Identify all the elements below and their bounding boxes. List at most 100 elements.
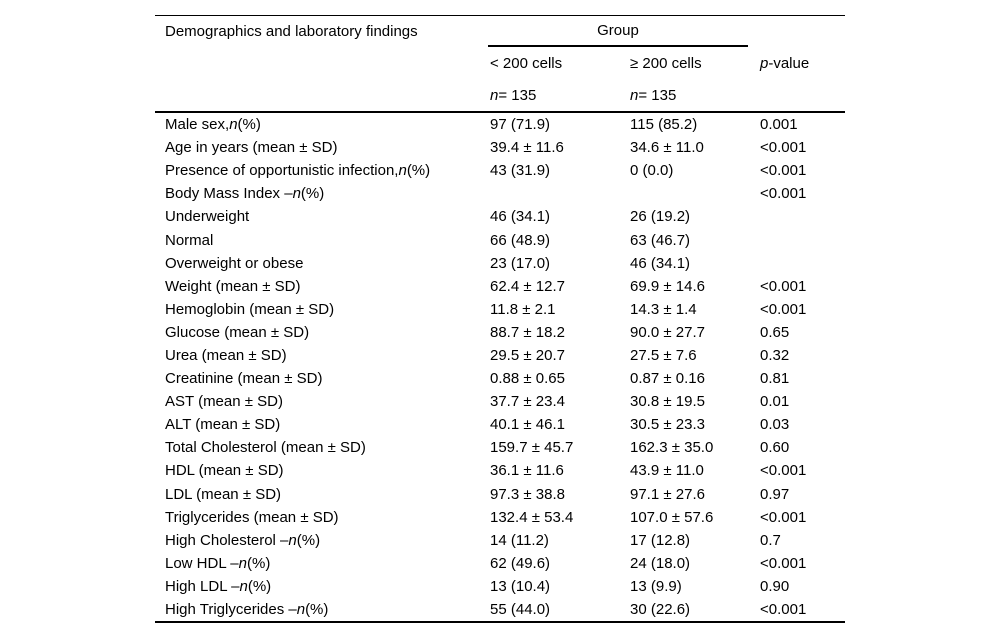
group1-value: 159.7 ± 45.7	[490, 439, 574, 457]
group1-value: 40.1 ± 46.1	[490, 416, 565, 434]
table-row: High Cholesterol – n (%) 14 (11.2) 17 (1…	[155, 529, 845, 552]
header-spacer	[760, 16, 845, 47]
group1-value: 23 (17.0)	[490, 254, 551, 272]
group2-value: 30 (22.6)	[630, 601, 691, 619]
group2-value: 17 (12.8)	[630, 531, 691, 549]
group1-value	[490, 182, 630, 205]
header-row-group: Demographics and laboratory findings Gro…	[155, 16, 845, 47]
table-row: ALT (mean ± SD) 40.1 ± 46.1 30.5 ± 23.3 …	[155, 413, 845, 436]
table-row: High Triglycerides – n (%) 55 (44.0) 30 …	[155, 598, 845, 621]
row-label: Triglycerides (mean ± SD)	[165, 508, 339, 526]
group2-value: 107.0 ± 57.6	[630, 508, 714, 526]
row-label: LDL (mean ± SD)	[165, 485, 282, 503]
group2-value: 13 (9.9)	[630, 577, 682, 595]
p-value	[760, 252, 845, 275]
table-row: Total Cholesterol (mean ± SD) 159.7 ± 45…	[155, 436, 845, 459]
p-value: 0.01	[760, 393, 790, 411]
group2-value: 115 (85.2)	[630, 116, 698, 134]
p-value: 0.60	[760, 439, 790, 457]
row-label: Hemoglobin (mean ± SD)	[165, 300, 335, 318]
group1-value: 43 (31.9)	[490, 162, 551, 180]
group2-value: 26 (19.2)	[630, 208, 691, 226]
table-row: Low HDL – n (%) 62 (49.6) 24 (18.0) <0.0…	[155, 552, 845, 575]
p-value: <0.001	[760, 139, 807, 157]
table-row: Presence of opportunistic infection, n (…	[155, 159, 845, 182]
p-value: 0.001	[760, 116, 798, 134]
group2-value: 46 (34.1)	[630, 254, 691, 272]
table-row: Weight (mean ± SD) 62.4 ± 12.7 69.9 ± 14…	[155, 275, 845, 298]
group2-value: 97.1 ± 27.6	[630, 485, 705, 503]
table-row: Body Mass Index – n (%) <0.001	[155, 182, 845, 205]
group1-value: 14 (11.2)	[490, 531, 549, 549]
group2-value: 0 (0.0)	[630, 162, 674, 180]
row-label: HDL (mean ± SD)	[165, 462, 284, 480]
row-label: AST (mean ± SD)	[165, 393, 283, 411]
table-row: Glucose (mean ± SD) 88.7 ± 18.2 90.0 ± 2…	[155, 321, 845, 344]
group2-value: 63 (46.7)	[630, 231, 691, 249]
table-row: Age in years (mean ± SD) 39.4 ± 11.6 34.…	[155, 136, 845, 159]
table-row: High LDL – n (%) 13 (10.4) 13 (9.9) 0.90	[155, 575, 845, 598]
row-label: Total Cholesterol (mean ± SD)	[165, 439, 366, 457]
row-label: ALT (mean ± SD)	[165, 416, 281, 434]
p-value: <0.001	[760, 277, 807, 295]
row-label: Male sex, n (%)	[165, 116, 261, 134]
group2-value	[630, 182, 760, 205]
group2-value: 24 (18.0)	[630, 554, 691, 572]
p-value: 0.81	[760, 370, 790, 388]
group2-column-header: ≥ 200 cells	[630, 54, 702, 72]
group1-value: 132.4 ± 53.4	[490, 508, 574, 526]
p-value: <0.001	[760, 462, 807, 480]
group1-value: 0.88 ± 0.65	[490, 370, 565, 388]
header-row-n: n = 135 n = 135	[155, 79, 845, 111]
row-label: Creatinine (mean ± SD)	[165, 370, 323, 388]
p-value	[760, 205, 845, 228]
label-column-spacer	[155, 47, 490, 79]
table-row: Normal 66 (48.9) 63 (46.7)	[155, 228, 845, 251]
p-value: <0.001	[760, 508, 807, 526]
row-label: High Cholesterol – n (%)	[165, 531, 321, 549]
row-label: Glucose (mean ± SD)	[165, 323, 310, 341]
p-value: <0.001	[760, 601, 807, 619]
pvalue-column-spacer	[760, 79, 845, 111]
group1-value: 62 (49.6)	[490, 554, 551, 572]
group1-value: 39.4 ± 11.6	[490, 139, 564, 157]
group2-value: 14.3 ± 1.4	[630, 300, 697, 318]
p-value	[760, 228, 845, 251]
p-value: <0.001	[760, 554, 807, 572]
group1-value: 29.5 ± 20.7	[490, 346, 565, 364]
row-label: Urea (mean ± SD)	[165, 346, 287, 364]
group1-value: 37.7 ± 23.4	[490, 393, 565, 411]
group1-value: 97.3 ± 38.8	[490, 485, 565, 503]
group2-value: 30.8 ± 19.5	[630, 393, 705, 411]
p-value: 0.03	[760, 416, 790, 434]
p-value: <0.001	[760, 300, 807, 318]
p-value: 0.97	[760, 485, 790, 503]
group1-value: 46 (34.1)	[490, 208, 551, 226]
demographics-table: Demographics and laboratory findings Gro…	[155, 15, 845, 624]
p-value: 0.32	[760, 346, 790, 364]
row-label: Age in years (mean ± SD)	[165, 139, 338, 157]
group1-value: 55 (44.0)	[490, 601, 551, 619]
group1-value: 11.8 ± 2.1	[490, 300, 556, 318]
row-label: Normal	[165, 231, 214, 249]
p-value: <0.001	[760, 162, 807, 180]
table-row: Underweight 46 (34.1) 26 (19.2)	[155, 205, 845, 228]
row-label: High LDL – n (%)	[165, 577, 272, 595]
row-label: Overweight or obese	[165, 254, 304, 272]
header-row-columns: < 200 cells ≥ 200 cells p -value	[155, 47, 845, 79]
table-row: HDL (mean ± SD) 36.1 ± 11.6 43.9 ± 11.0 …	[155, 459, 845, 482]
group2-value: 43.9 ± 11.0	[630, 462, 704, 480]
group2-value: 162.3 ± 35.0	[630, 439, 714, 457]
table-header: Demographics and laboratory findings Gro…	[155, 15, 845, 113]
group1-value: 36.1 ± 11.6	[490, 462, 564, 480]
group2-value: 0.87 ± 0.16	[630, 370, 705, 388]
table-row: Urea (mean ± SD) 29.5 ± 20.7 27.5 ± 7.6 …	[155, 344, 845, 367]
table-row: Triglycerides (mean ± SD) 132.4 ± 53.4 1…	[155, 506, 845, 529]
row-label: High Triglycerides – n (%)	[165, 601, 329, 619]
group-header: Group	[488, 16, 748, 47]
table-row: LDL (mean ± SD) 97.3 ± 38.8 97.1 ± 27.6 …	[155, 483, 845, 506]
group1-n-count: n = 135	[490, 86, 537, 104]
group2-n-count: n = 135	[630, 86, 677, 104]
table-row: AST (mean ± SD) 37.7 ± 23.4 30.8 ± 19.5 …	[155, 390, 845, 413]
row-label: Weight (mean ± SD)	[165, 277, 301, 295]
